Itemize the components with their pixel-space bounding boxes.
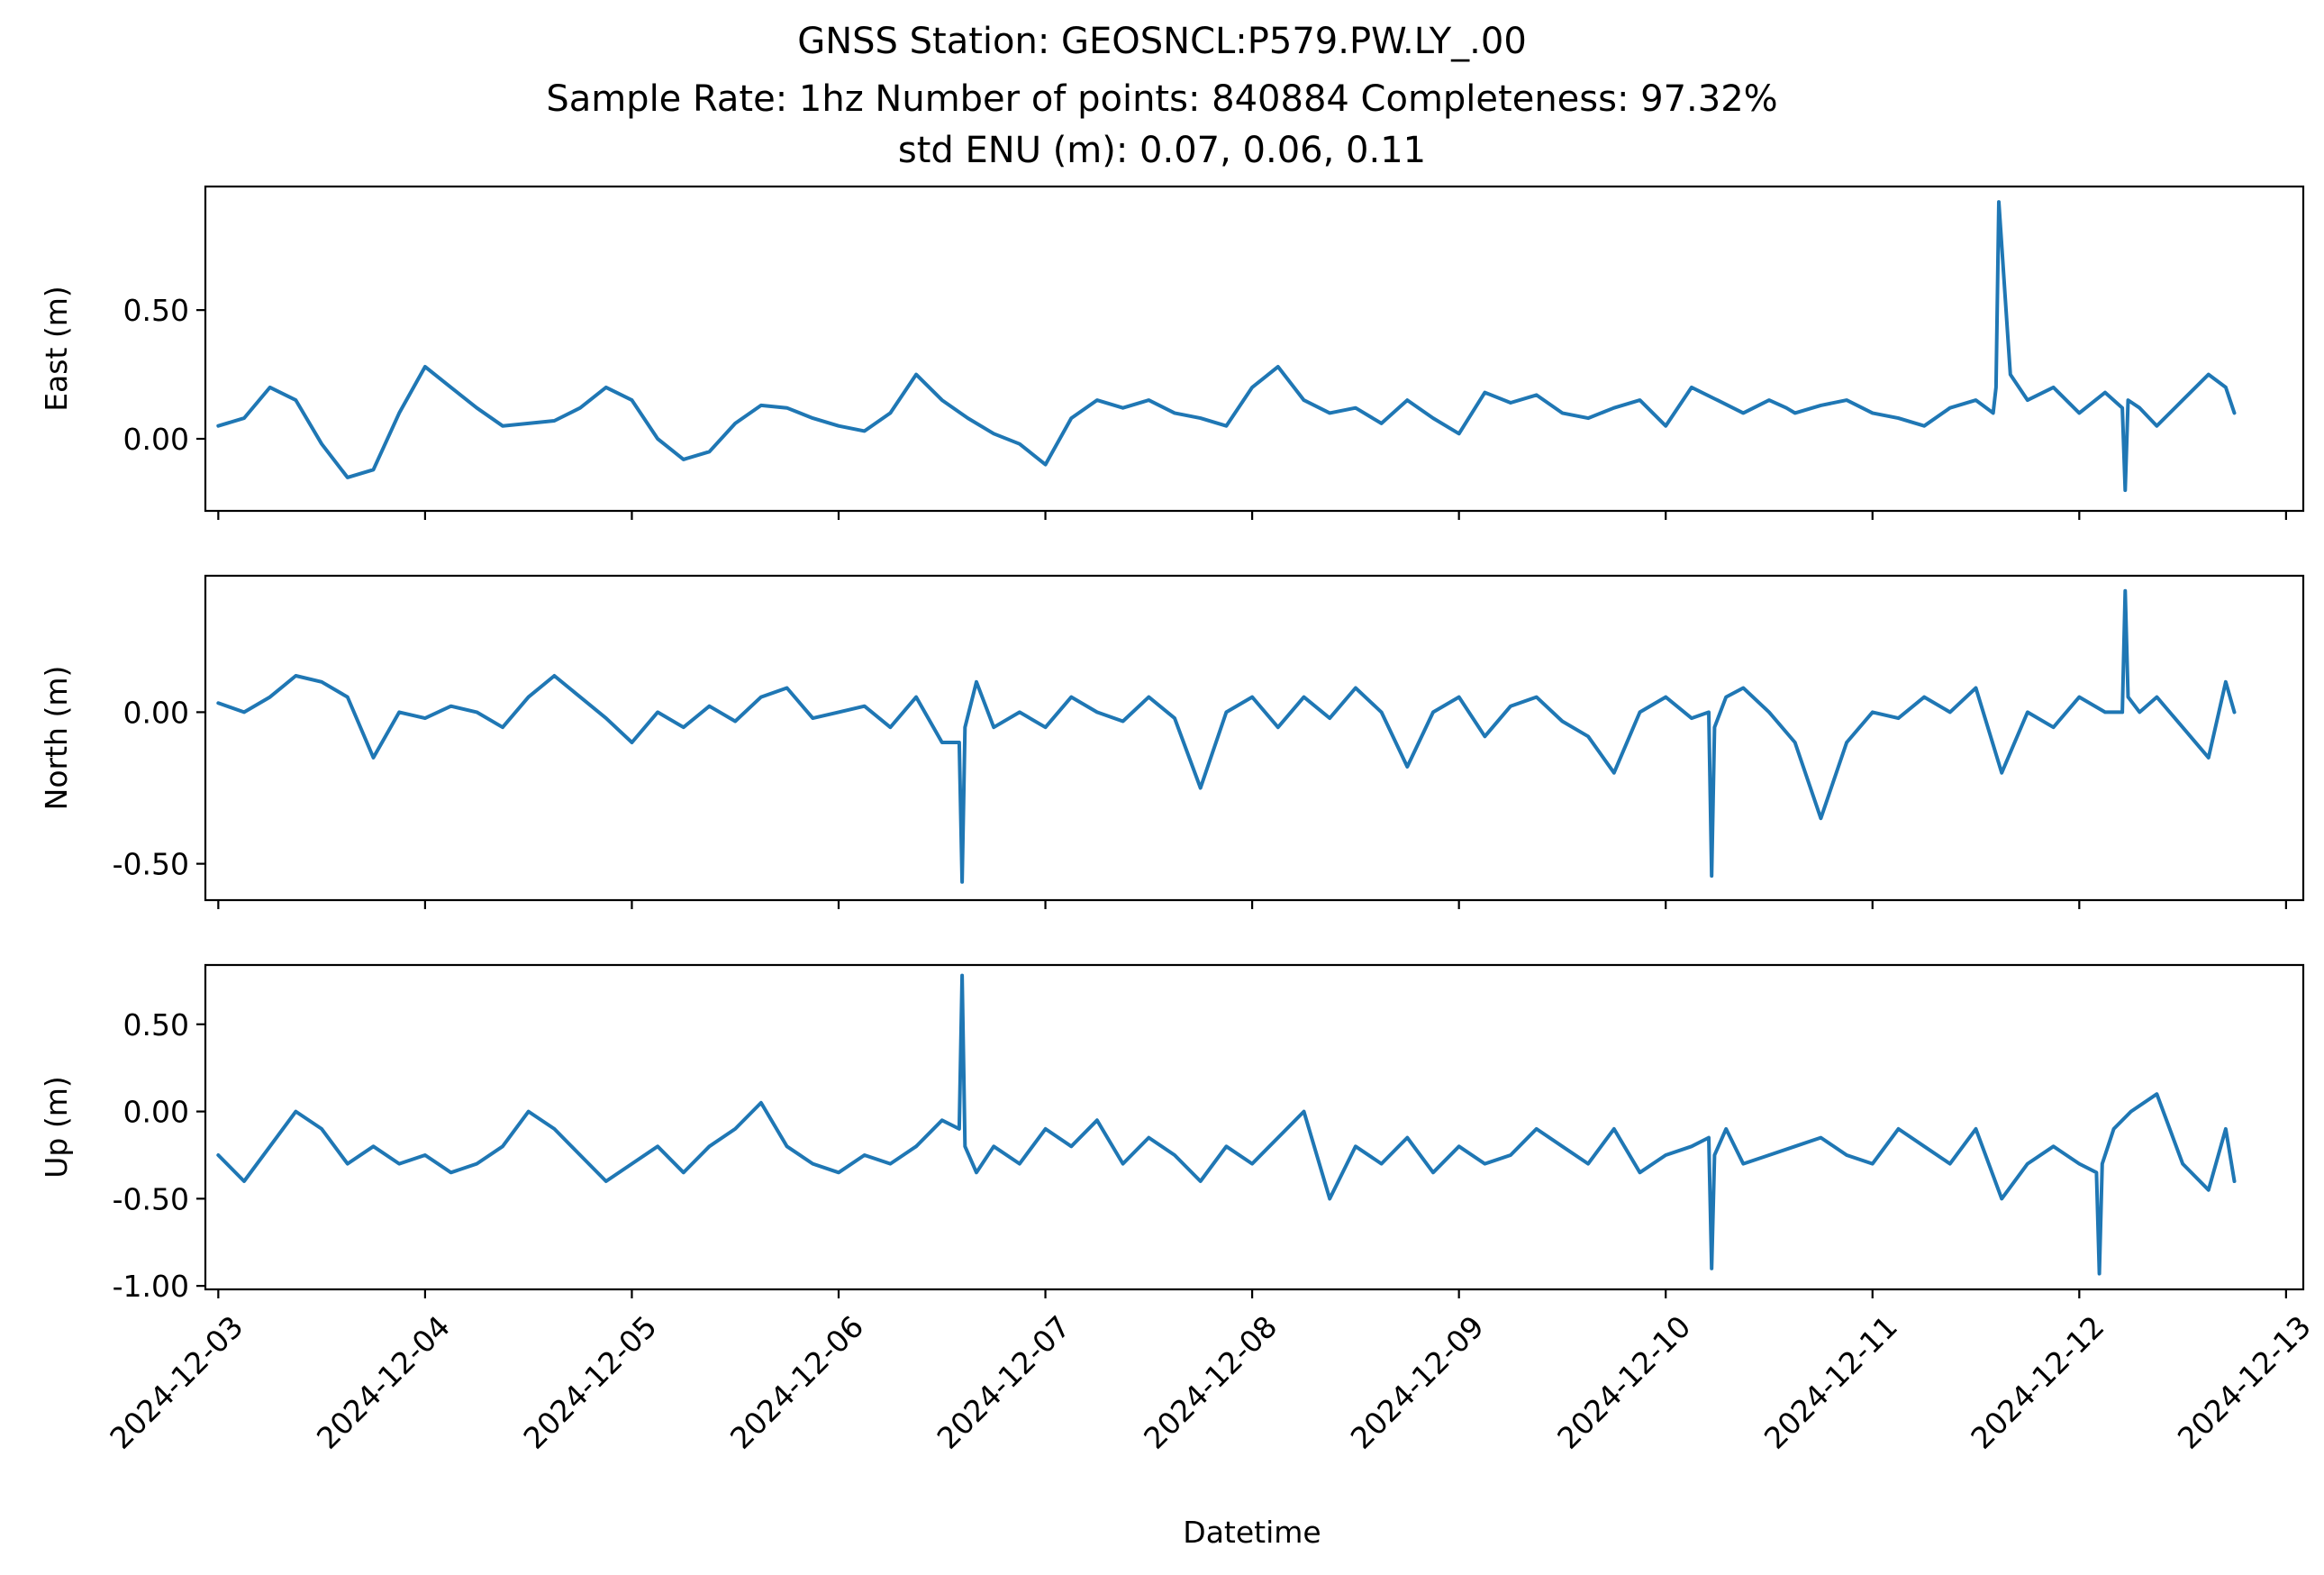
panel-east: 0.00 0.50 East (m) xyxy=(39,185,2305,520)
panel-up: -1.00 -0.50 0.00 0.50 2024-12-03 2024-12-04 20… xyxy=(39,963,2318,1456)
ytick-label: 0.00 xyxy=(123,695,189,730)
xtick-label: 2024-12-12 xyxy=(1964,1309,2111,1456)
title-line-3: std ENU (m): 0.07, 0.06, 0.11 xyxy=(898,130,1426,171)
y-axis-label-north: North (m) xyxy=(39,666,74,811)
title-line-1: GNSS Station: GEOSNCL:P579.PW.LY_.00 xyxy=(797,21,1527,62)
ytick-label: 0.00 xyxy=(123,1095,189,1130)
series-line-up xyxy=(216,973,2237,1276)
ytick-label: -0.50 xyxy=(113,1181,189,1216)
y-axis-label-up: Up (m) xyxy=(39,1076,74,1179)
axes-frame-up xyxy=(204,963,2305,1291)
figure-title: GNSS Station: GEOSNCL:P579.PW.LY_.00 Sam… xyxy=(546,21,1777,171)
title-line-2: Sample Rate: 1hz Number of points: 84088… xyxy=(546,78,1777,120)
ytick-label: -0.50 xyxy=(113,847,189,882)
xtick-label: 2024-12-03 xyxy=(103,1309,250,1456)
y-axis-label-east: East (m) xyxy=(39,286,74,412)
ytick-label: 0.00 xyxy=(123,422,189,457)
xtick-label: 2024-12-06 xyxy=(723,1309,870,1456)
x-axis-label: Datetime xyxy=(1183,1515,1321,1550)
series-line-north xyxy=(216,588,2237,884)
ytick-label: -1.00 xyxy=(113,1269,189,1304)
series-line-east xyxy=(216,200,2237,493)
xtick-label: 2024-12-10 xyxy=(1550,1309,1697,1456)
xtick-label: 2024-12-07 xyxy=(931,1309,1077,1456)
ytick-label: 0.50 xyxy=(123,293,189,328)
axes-frame-north xyxy=(204,574,2305,902)
ytick-label: 0.50 xyxy=(123,1007,189,1042)
xtick-label: 2024-12-09 xyxy=(1344,1309,1491,1456)
xtick-label: 2024-12-04 xyxy=(310,1309,457,1456)
xtick-label: 2024-12-13 xyxy=(2171,1309,2318,1456)
xtick-label: 2024-12-11 xyxy=(1757,1309,1904,1456)
panel-north: -0.50 0.00 North (m) xyxy=(39,574,2305,909)
xtick-label: 2024-12-08 xyxy=(1137,1309,1284,1456)
xtick-label: 2024-12-05 xyxy=(516,1309,663,1456)
axes-frame-east xyxy=(204,185,2305,513)
